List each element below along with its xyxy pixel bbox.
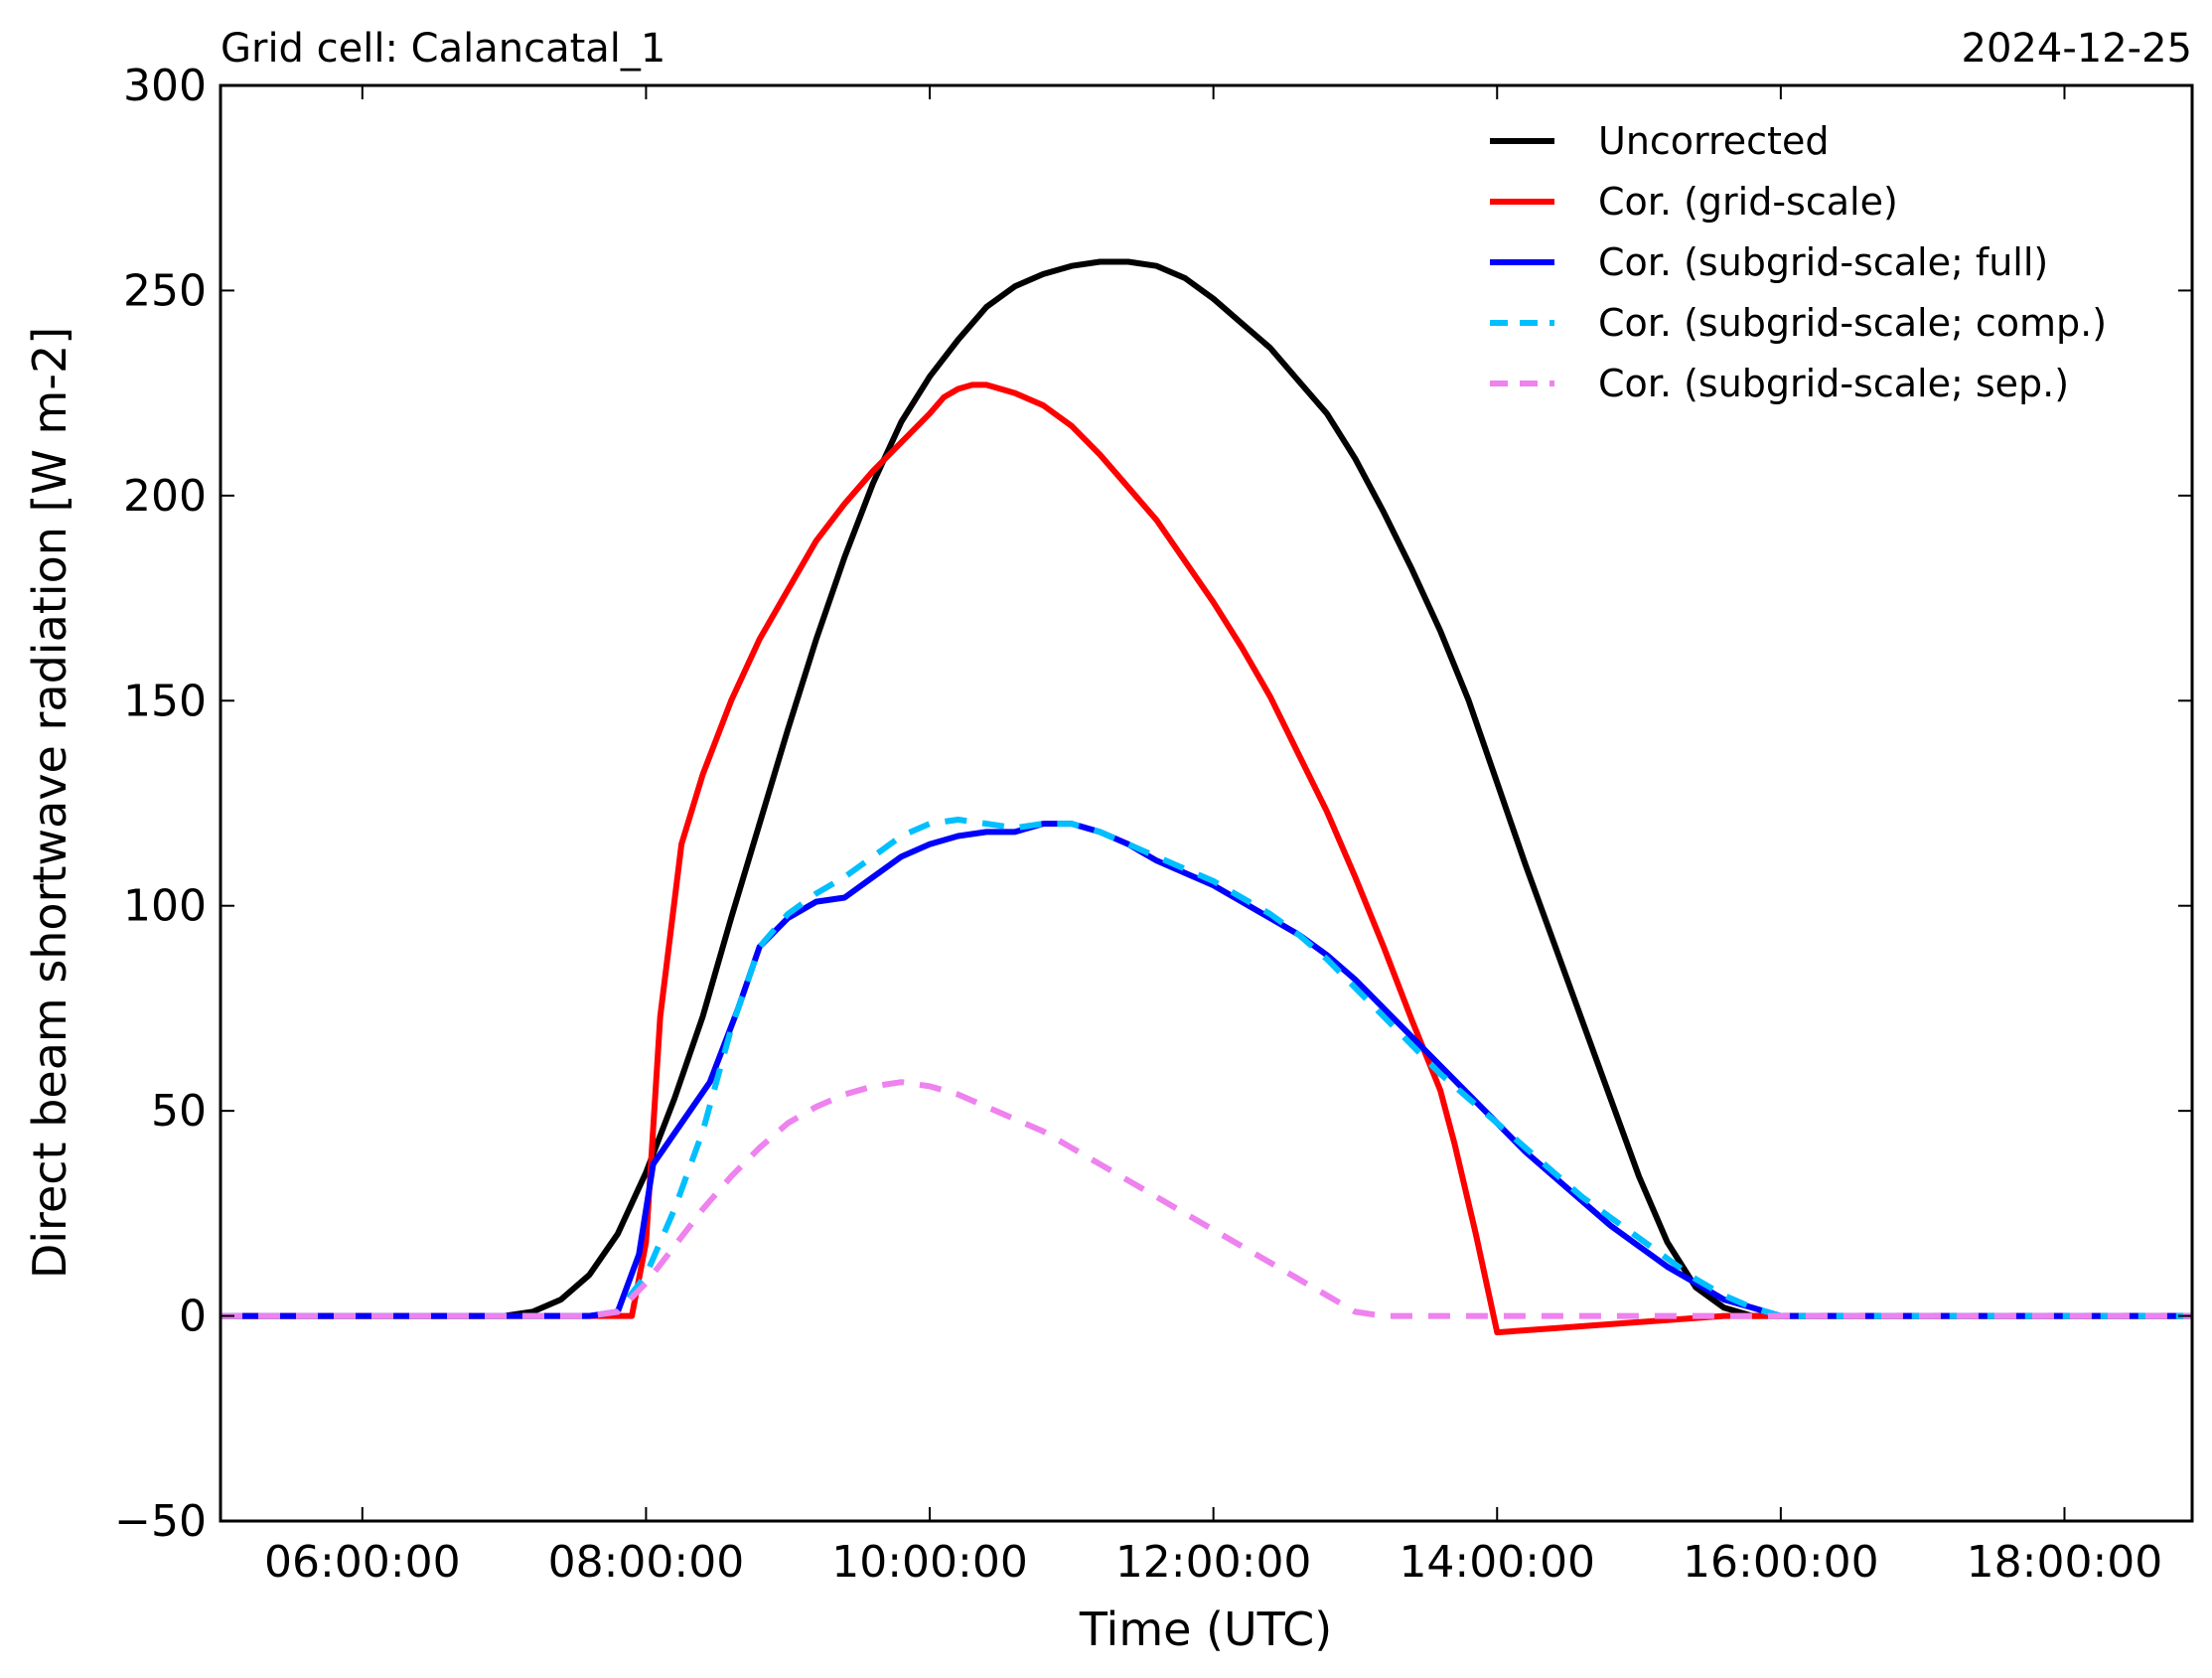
x-tick-label: 10:00:00 — [831, 1537, 1028, 1588]
x-tick-label: 12:00:00 — [1115, 1537, 1312, 1588]
chart-title-left: Grid cell: Calancatal_1 — [221, 26, 665, 72]
x-tick-label: 06:00:00 — [264, 1537, 461, 1588]
y-tick-label: 200 — [123, 471, 207, 522]
plot-frame — [219, 83, 2194, 1523]
series-line-2 — [221, 381, 2192, 1336]
y-axis-label: Direct beam shortwave radiation [W m-2] — [23, 327, 76, 1279]
x-axis-label: Time (UTC) — [1079, 1602, 1332, 1656]
x-axis: 06:00:00 08:00:00 10:00:00 12:00:00 14:00:00… — [264, 85, 2162, 1588]
y-axis: 300 250 200 150 100 50 0 −50 — [114, 61, 2192, 1547]
y-tick-label: −50 — [114, 1496, 207, 1547]
series-line-5 — [221, 1079, 2192, 1319]
series-line-1 — [221, 258, 2192, 1319]
legend: Uncorrected Cor. (grid-scale) Cor. (subgri… — [1490, 119, 2107, 405]
legend-label: Cor. (subgrid-scale; sep.) — [1598, 362, 2069, 405]
y-tick-label: 50 — [151, 1086, 207, 1137]
y-tick-label: 300 — [123, 61, 207, 111]
x-tick-label: 14:00:00 — [1399, 1537, 1595, 1588]
legend-label: Cor. (subgrid-scale; full) — [1598, 240, 2048, 284]
chart-date-label: 2024-12-25 — [1962, 26, 2192, 72]
y-tick-label: 150 — [123, 676, 207, 726]
y-tick-label: 100 — [123, 881, 207, 932]
legend-label: Cor. (subgrid-scale; comp.) — [1598, 301, 2107, 345]
x-tick-label: 18:00:00 — [1967, 1537, 2163, 1588]
legend-label: Cor. (grid-scale) — [1598, 180, 1898, 224]
legend-label: Uncorrected — [1598, 119, 1829, 163]
series-layer — [221, 258, 2192, 1336]
x-tick-label: 08:00:00 — [548, 1537, 745, 1588]
y-tick-label: 250 — [123, 265, 207, 316]
x-tick-label: 16:00:00 — [1683, 1537, 1879, 1588]
series-line-4 — [221, 817, 2192, 1319]
y-tick-label: 0 — [179, 1292, 207, 1342]
